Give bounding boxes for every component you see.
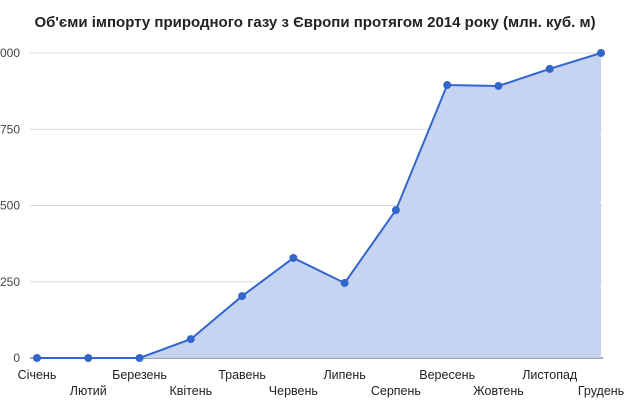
data-point	[340, 278, 349, 287]
x-tick-label: Серпень	[371, 384, 421, 398]
data-point	[391, 206, 400, 215]
x-tick-label: Травень	[218, 368, 266, 382]
x-tick-label: Лютий	[70, 384, 107, 398]
x-tick-label: Березень	[112, 368, 167, 382]
data-point	[494, 81, 503, 90]
data-point	[186, 335, 195, 344]
x-tick-label: Червень	[269, 384, 318, 398]
area-fill	[37, 53, 601, 358]
data-point	[84, 354, 93, 362]
chart-title: Об'єми імпорту природного газу з Європи …	[34, 14, 596, 31]
data-point	[238, 292, 247, 301]
series-line	[37, 52, 602, 359]
x-tick-label: Липень	[323, 368, 365, 382]
x-tick-label: Січень	[18, 368, 57, 382]
x-tick-label: Жовтень	[473, 384, 524, 398]
data-point	[289, 253, 298, 262]
data-point	[135, 354, 144, 362]
data-point	[443, 81, 452, 90]
x-tick-label: Листопад	[522, 368, 578, 382]
x-tick-label: Вересень	[419, 368, 475, 382]
data-point	[597, 49, 605, 57]
data-point	[545, 64, 554, 73]
y-tick-label: 250	[0, 275, 20, 289]
y-tick-label: 1000	[0, 46, 20, 60]
y-tick-label: 0	[13, 351, 20, 365]
data-point	[33, 354, 41, 362]
x-tick-label: Квітень	[169, 384, 212, 398]
y-tick-label: 750	[0, 122, 20, 136]
x-tick-label: Грудень	[578, 384, 624, 398]
y-tick-label: 500	[0, 199, 20, 213]
